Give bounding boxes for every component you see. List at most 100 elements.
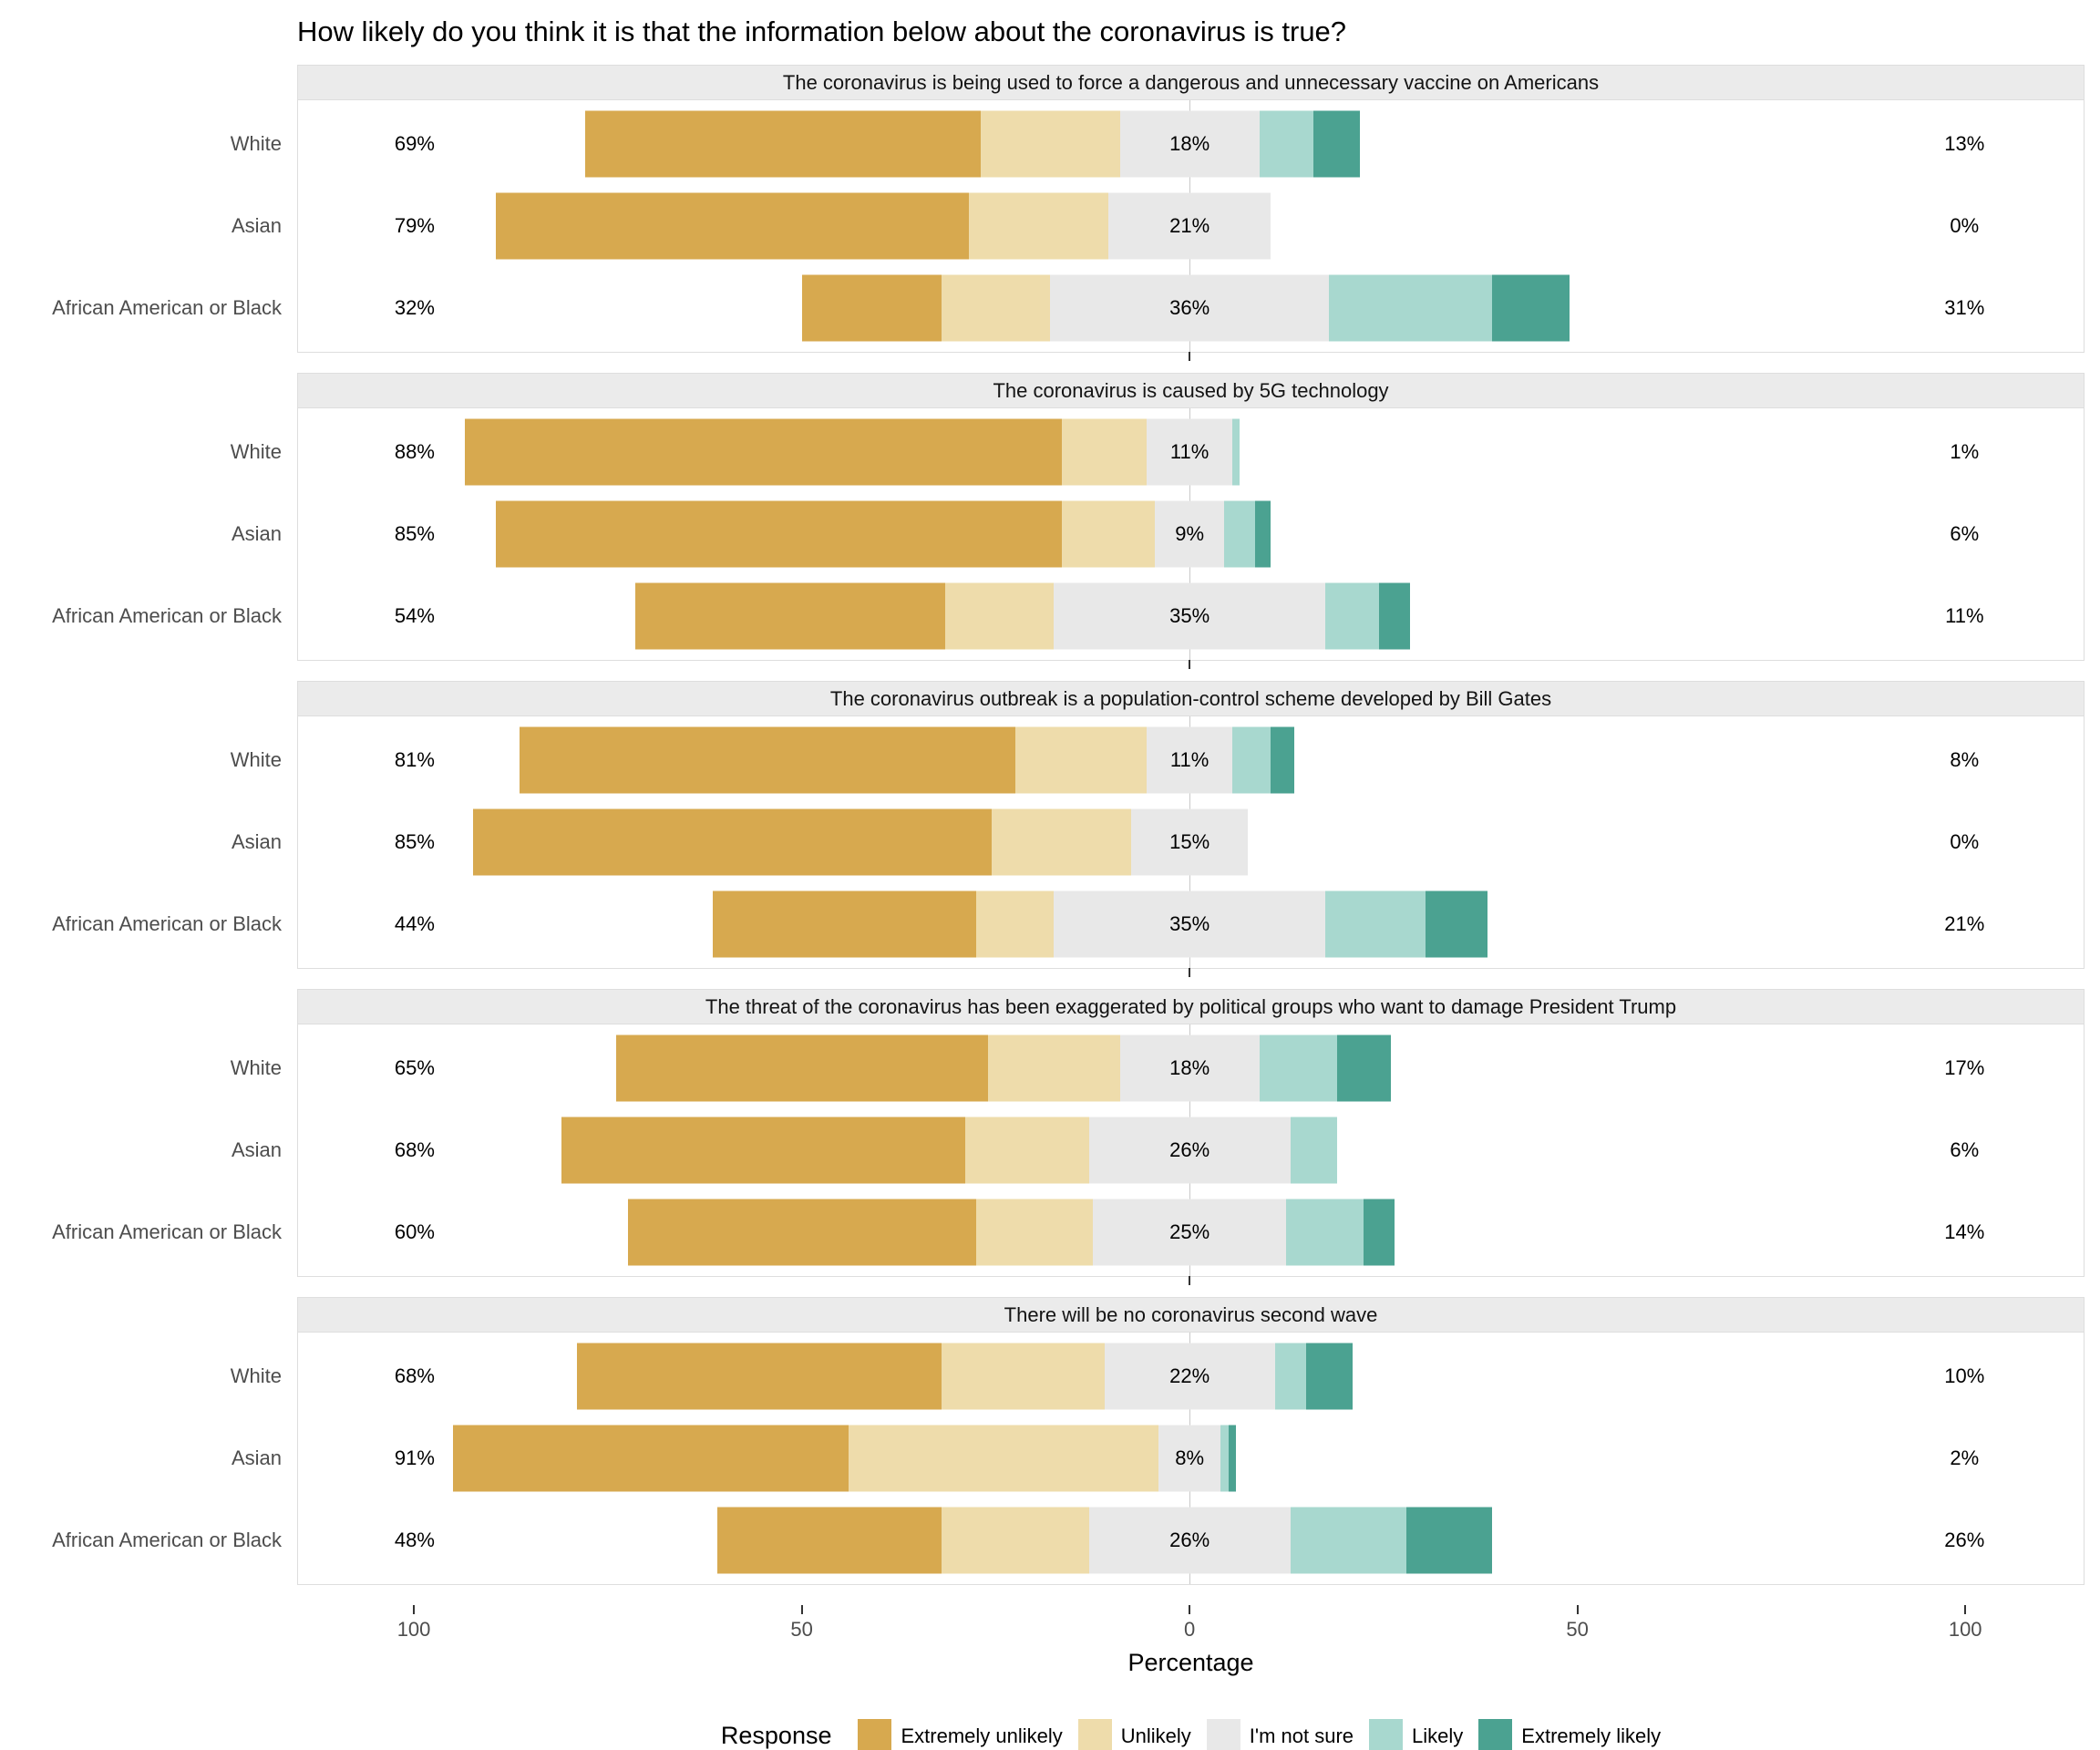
legend-item: Unlikely	[1077, 1719, 1191, 1750]
value-label-likely-total: 0%	[1950, 830, 1980, 854]
segment-likely	[1259, 1035, 1337, 1102]
axis-tick-label: 0	[1184, 1618, 1196, 1642]
zero-axis-tick	[1189, 352, 1191, 362]
facet-panel: The threat of the coronavirus has been e…	[52, 989, 2085, 1286]
segment-i-m-not-sure	[1131, 808, 1248, 876]
legend-swatch-unlikely	[1077, 1719, 1112, 1750]
value-label-likely-total: 11%	[1945, 604, 1984, 628]
facet-panel: The coronavirus is being used to force a…	[52, 65, 2085, 362]
bar-row: Asian 91% 8% 2%	[232, 1417, 2084, 1499]
segment-unlikely	[942, 1507, 1089, 1574]
segment-extremely-unlikely	[716, 1507, 942, 1574]
bar-row: African American or Black 32% 36% 31%	[52, 267, 2084, 349]
value-label-unlikely-total: 60%	[394, 1220, 435, 1244]
value-label-not-sure: 25%	[1169, 1220, 1210, 1244]
value-label-likely-total: 8%	[1950, 748, 1980, 772]
value-label-unlikely-total: 88%	[394, 440, 435, 464]
value-label-unlikely-total: 68%	[394, 1138, 435, 1162]
value-label-likely-total: 21%	[1944, 912, 1985, 936]
stacked-bar	[802, 274, 1570, 342]
facet-strip: The coronavirus outbreak is a population…	[298, 682, 2084, 717]
segment-extremely-likely	[1271, 726, 1294, 794]
segment-extremely-likely	[1406, 1507, 1492, 1574]
value-label-likely-total: 31%	[1944, 296, 1985, 320]
category-label: African American or Black	[52, 296, 282, 320]
axis-tick	[800, 1605, 803, 1615]
segment-extremely-unlikely	[584, 110, 981, 178]
segment-extremely-likely	[1426, 890, 1488, 958]
segment-likely	[1329, 274, 1492, 342]
segment-unlikely	[992, 808, 1132, 876]
axis-tick	[413, 1605, 416, 1615]
bar-row: Asian 68% 26% 6%	[232, 1109, 2084, 1191]
value-label-unlikely-total: 91%	[394, 1446, 435, 1470]
value-label-likely-total: 13%	[1944, 132, 1985, 156]
facet-panel-container: The coronavirus is being used to force a…	[52, 65, 2085, 1586]
value-label-likely-total: 6%	[1950, 522, 1980, 546]
segment-extremely-unlikely	[802, 274, 942, 342]
value-label-likely-total: 2%	[1950, 1446, 1980, 1470]
value-label-unlikely-total: 54%	[394, 604, 435, 628]
value-label-not-sure: 18%	[1169, 132, 1210, 156]
axis-tick-label: 50	[1566, 1618, 1589, 1642]
value-label-likely-total: 26%	[1944, 1529, 1985, 1552]
value-label-likely-total: 6%	[1950, 1138, 1980, 1162]
value-label-not-sure: 9%	[1175, 522, 1205, 546]
category-label: Asian	[231, 1138, 282, 1162]
segment-unlikely	[942, 1343, 1105, 1410]
segment-unlikely	[849, 1425, 1159, 1492]
axis-tick-label: 100	[396, 1618, 431, 1642]
segment-likely	[1224, 500, 1256, 568]
segment-likely	[1231, 726, 1271, 794]
bar-row: Asian 85% 15% 0%	[232, 801, 2084, 883]
segment-extremely-likely	[1255, 500, 1271, 568]
segment-likely	[1274, 1343, 1306, 1410]
segment-unlikely	[945, 582, 1055, 650]
segment-extremely-likely	[1305, 1343, 1353, 1410]
value-label-not-sure: 11%	[1169, 440, 1210, 464]
segment-extremely-unlikely	[627, 1199, 977, 1266]
zero-axis-tick	[1189, 1276, 1191, 1286]
category-label: African American or Black	[52, 1529, 282, 1552]
segment-unlikely	[1061, 418, 1148, 486]
stacked-bar	[615, 1035, 1392, 1102]
value-label-not-sure: 26%	[1169, 1138, 1210, 1162]
category-label: African American or Black	[52, 912, 282, 936]
value-label-not-sure: 22%	[1169, 1364, 1210, 1388]
value-label-likely-total: 0%	[1950, 214, 1980, 238]
segment-extremely-unlikely	[713, 890, 977, 958]
category-label: White	[230, 1364, 282, 1388]
facet-title: The coronavirus is being used to force a…	[782, 70, 1600, 94]
segment-i-m-not-sure	[1119, 1035, 1260, 1102]
facet-plot-area: White 88% 11% 1% Asian 85% 9% 6% African America…	[52, 408, 2084, 661]
category-label: Asian	[231, 522, 282, 546]
segment-i-m-not-sure	[1147, 418, 1232, 486]
value-label-unlikely-total: 65%	[394, 1056, 435, 1080]
bar-row: Asian 79% 21% 0%	[232, 185, 2084, 267]
facet-title: The coronavirus is caused by 5G technolo…	[993, 378, 1389, 402]
category-label: White	[230, 440, 282, 464]
segment-i-m-not-sure	[1154, 500, 1225, 568]
bar-row: White 65% 18% 17%	[231, 1027, 2084, 1109]
stacked-bar	[465, 418, 1240, 486]
value-label-unlikely-total: 32%	[394, 296, 435, 320]
bar-row: White 81% 11% 8%	[231, 719, 2084, 801]
segment-unlikely	[964, 1117, 1089, 1184]
legend-item: Extremely unlikely	[858, 1719, 1063, 1750]
facet-strip: There will be no coronavirus second wave	[298, 1298, 2084, 1333]
facet-panel: The coronavirus is caused by 5G technolo…	[52, 373, 2085, 670]
segment-likely	[1290, 1507, 1407, 1574]
segment-unlikely	[980, 110, 1120, 178]
axis-tick-label: 100	[1948, 1618, 1982, 1642]
category-label: White	[230, 748, 282, 772]
segment-likely	[1324, 890, 1426, 958]
axis-tick	[1964, 1605, 1967, 1615]
bar-row: African American or Black 44% 35% 21%	[52, 883, 2084, 965]
zero-axis-tick	[1189, 660, 1191, 670]
legend-item: Extremely likely	[1478, 1719, 1661, 1750]
facet-title: There will be no coronavirus second wave	[1004, 1302, 1378, 1326]
stacked-bar	[627, 1199, 1395, 1266]
value-label-likely-total: 10%	[1944, 1364, 1985, 1388]
segment-extremely-likely	[1364, 1199, 1395, 1266]
segment-likely	[1259, 110, 1314, 178]
